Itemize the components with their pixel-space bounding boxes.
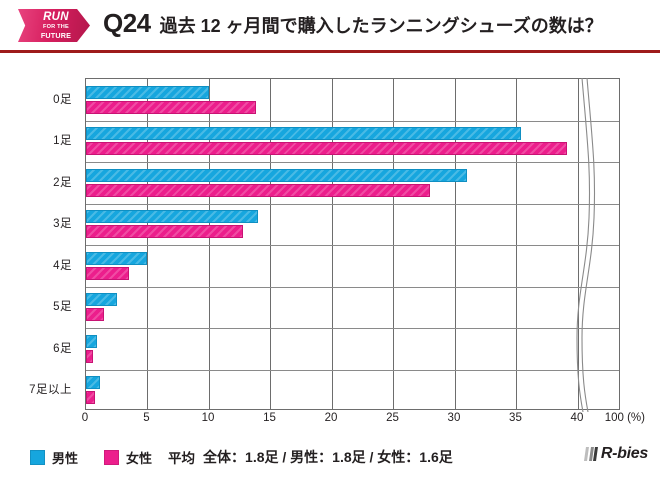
y-axis-label-6: 6足 [53, 342, 72, 355]
bar-female-4 [86, 266, 130, 280]
page-title: Q24 過去 12 ヶ月間で購入したランニングシューズの数は？ [103, 8, 603, 39]
x-axis-label-30: 30 [447, 412, 461, 424]
question-number: Q24 [103, 8, 151, 38]
y-axis-labels: 0足 1足 2足 3足 4足 5足 6足 7足以上 [0, 78, 80, 410]
gridline-x-30 [454, 79, 456, 409]
x-axis-label-20: 20 [324, 412, 338, 424]
gridline-x-40 [577, 79, 579, 409]
gridline-row-1 [86, 120, 619, 122]
x-axis-label-0: 0 [81, 412, 89, 424]
x-axis-label-15: 15 [263, 412, 276, 424]
x-axis-label-10: 10 [201, 412, 215, 424]
x-axis-label-5: 5 [143, 412, 150, 424]
y-axis-label-7: 7足以上 [29, 384, 72, 397]
rbies-bar-3 [592, 447, 598, 461]
bar-male-6 [86, 334, 98, 348]
rbies-logo: R-bies [583, 445, 648, 463]
x-axis-label-35: 35 [509, 412, 522, 424]
rbies-bars-icon [583, 447, 598, 461]
bar-female-3 [86, 225, 244, 239]
bar-female-0 [86, 100, 256, 114]
bar-male-3 [86, 210, 259, 224]
bar-female-7 [86, 391, 95, 405]
gridline-row-5 [86, 286, 619, 288]
question-text: 過去 12 ヶ月間で購入したランニングシューズの数は？ [159, 16, 603, 36]
y-axis-label-2: 2足 [53, 176, 72, 189]
x-axis-label-40: 40 [570, 412, 584, 424]
average-value: 全体：1.8足 / 男性：1.8足 / 女性：1.6足 [203, 449, 453, 465]
gridline-row-2 [86, 162, 619, 163]
x-axis-label-100: 100 (%) [604, 412, 645, 424]
bar-male-4 [86, 251, 148, 265]
gridline-row-3 [86, 203, 619, 205]
gridline-row-6 [86, 328, 619, 329]
bar-female-1 [86, 142, 567, 156]
bar-female-5 [86, 308, 105, 322]
plot-area [85, 78, 620, 412]
y-axis-label-3: 3足 [53, 218, 72, 231]
bar-female-2 [86, 183, 431, 197]
legend-label-female: 女性 [126, 450, 153, 466]
footer: 男性 女性 平均 全体：1.8足 / 男性：1.8足 / 女性：1.6足 R-b… [0, 436, 660, 478]
gridline-x-5 [147, 79, 149, 409]
gridline-x-35 [516, 79, 518, 409]
gridline-row-7 [86, 369, 619, 371]
bar-female-6 [86, 349, 94, 363]
logo-line-for-the: FOR THE [43, 23, 69, 30]
legend-swatch-male-icon [30, 449, 45, 465]
average-label: 平均 [168, 451, 196, 466]
y-axis-label-0: 0足 [53, 93, 72, 106]
run-for-the-future-logo: RUN FOR THE FUTURE [18, 9, 90, 42]
bar-male-2 [86, 168, 468, 182]
bar-male-0 [86, 85, 209, 99]
gridline-x-20 [331, 79, 333, 409]
y-axis-label-1: 1足 [53, 135, 72, 148]
gridline-x-10 [208, 79, 210, 409]
legend-swatch-female-icon [104, 449, 120, 465]
bar-male-7 [86, 376, 100, 390]
chart: 0足 1足 2足 3足 4足 5足 6足 7足以上 0 5 10 15 20 25 30 35 40 100 (… [0, 60, 660, 430]
legend-item-male: 男性 [30, 448, 78, 467]
logo-line-run: RUN [43, 11, 69, 24]
legend-item-female: 女性 [104, 448, 152, 467]
header: RUN FOR THE FUTURE Q24 過去 12 ヶ月間で購入したランニ… [0, 0, 660, 48]
bar-male-1 [86, 127, 522, 141]
y-axis-label-5: 5足 [53, 301, 72, 314]
x-axis-labels: 0 5 10 15 20 25 30 35 40 100 (%) [0, 412, 660, 432]
gridline-x-15 [270, 79, 272, 409]
x-axis-label-25: 25 [386, 412, 399, 424]
header-divider [0, 50, 660, 53]
legend-label-male: 男性 [52, 450, 79, 466]
gridline-x-25 [393, 79, 395, 409]
bar-male-5 [86, 293, 117, 307]
gridline-row-4 [86, 245, 619, 246]
logo-line-future: FUTURE [40, 30, 72, 40]
y-axis-label-4: 4足 [53, 259, 72, 272]
rbies-wordmark: R-bies [600, 445, 648, 462]
